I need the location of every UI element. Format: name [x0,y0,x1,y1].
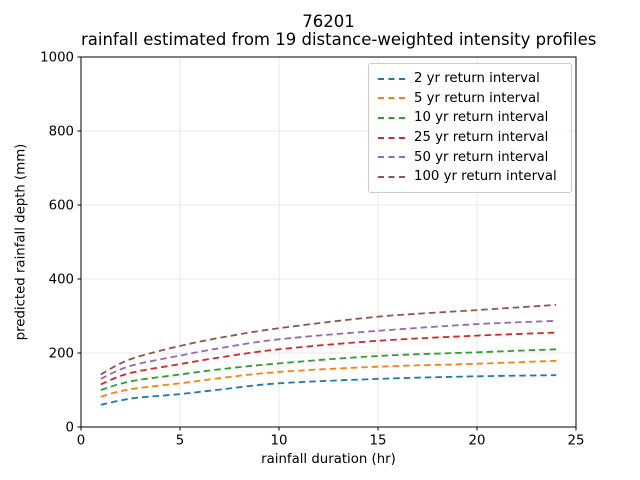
legend-item-label: 2 yr return interval [414,71,540,87]
axes-spines [80,56,577,428]
legend-item-label: 50 yr return interval [414,149,549,165]
series-lines [100,304,557,406]
legend-item: 5 yr return interval [378,89,563,109]
legend-item: 25 yr return interval [378,128,563,148]
x-tick-label: 10 [271,434,288,449]
x-tick-label: 25 [568,434,585,449]
x-tick-label: 20 [469,434,486,449]
tick-marks [77,56,577,431]
legend-item-label: 10 yr return interval [414,110,549,126]
y-tick-label: 200 [49,347,74,362]
chart-subtitle: rainfall estimated from 19 distance-weig… [81,30,597,49]
legend-line-swatch [378,175,405,178]
legend-line-swatch [378,116,405,119]
x-tick-label: 15 [370,434,387,449]
legend-item-label: 100 yr return interval [414,169,557,185]
legend-line-swatch [378,156,405,159]
series-line-1 [100,359,557,398]
legend-line-swatch [378,97,405,100]
legend-item: 100 yr return interval [378,167,563,187]
legend-item-label: 25 yr return interval [414,130,549,146]
y-tick-label: 400 [49,273,74,288]
legend-line-swatch [378,77,405,80]
x-tick-labels: 0 5 10 15 20 25 [77,434,585,449]
y-tick-label: 600 [49,199,74,214]
y-tick-label: 0 [66,421,74,436]
x-axis-label: rainfall duration (hr) [261,452,396,467]
legend-item: 2 yr return interval [378,69,563,89]
series-line-4 [100,319,557,380]
legend-item: 10 yr return interval [378,108,563,128]
legend-item-label: 5 yr return interval [414,90,540,106]
legend-line-swatch [378,136,405,139]
series-line-0 [100,374,557,406]
series-line-3 [100,331,557,386]
y-tick-label: 1000 [40,51,74,66]
chart-title: 76201 [302,12,355,31]
legend: 2 yr return interval 5 yr return interval… [368,63,572,193]
legend-item: 50 yr return interval [378,147,563,167]
y-axis-label: predicted rainfall depth (mm) [13,143,29,341]
series-line-2 [100,348,557,391]
y-tick-labels: 0 200 400 600 800 1000 [40,51,74,436]
x-tick-label: 5 [176,434,184,449]
y-tick-label: 800 [49,125,74,140]
x-tick-label: 0 [77,434,85,449]
